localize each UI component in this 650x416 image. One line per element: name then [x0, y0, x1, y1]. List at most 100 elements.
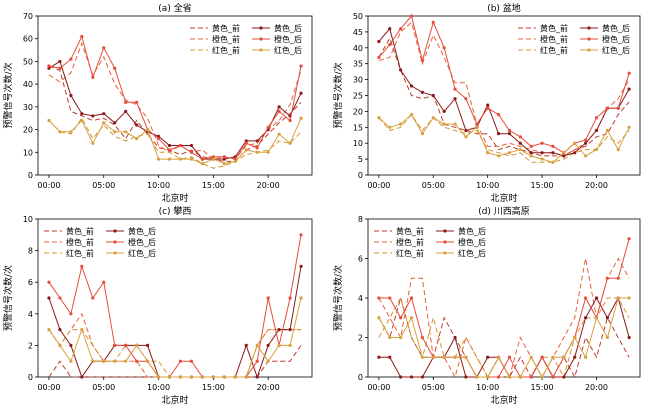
- data-point: [540, 375, 544, 379]
- data-point: [189, 157, 194, 161]
- series-line-黄色_后: [378, 27, 630, 157]
- data-point: [69, 343, 73, 347]
- x-tick-label: 15:00: [202, 181, 225, 190]
- legend-label: 红色_后: [602, 45, 630, 55]
- data-point: [69, 93, 73, 98]
- data-point: [299, 116, 303, 120]
- legend-label: 红色_前: [396, 248, 424, 258]
- data-point: [69, 359, 73, 363]
- y-tick-label: 2: [28, 341, 33, 350]
- data-point: [91, 359, 95, 363]
- y-tick-label: 10: [23, 148, 33, 157]
- legend-label: 红色_前: [540, 45, 568, 55]
- data-point: [529, 375, 533, 379]
- y-tick-label: 10: [353, 139, 363, 148]
- data-point: [102, 112, 106, 116]
- data-point: [255, 139, 259, 143]
- data-point: [453, 122, 457, 126]
- series-line-红色_后: [378, 113, 630, 163]
- data-point: [244, 375, 248, 379]
- data-point: [453, 87, 457, 91]
- data-point: [562, 154, 566, 158]
- data-point: [486, 151, 490, 155]
- data-point: [518, 141, 522, 145]
- data-point: [573, 141, 577, 145]
- data-point: [102, 46, 106, 50]
- data-point: [442, 122, 446, 126]
- data-point: [551, 355, 555, 359]
- chart-title: (d) 川西高原: [478, 205, 530, 217]
- data-point: [135, 359, 139, 363]
- data-point: [47, 66, 51, 70]
- data-point: [211, 157, 215, 161]
- legend-label: 黄色_后: [602, 23, 630, 33]
- data-point: [288, 343, 292, 347]
- data-point: [453, 355, 457, 359]
- data-point: [47, 296, 51, 300]
- data-point: [409, 375, 414, 379]
- data-point: [431, 355, 435, 359]
- data-point: [255, 150, 259, 154]
- legend-label: 红色_后: [458, 248, 486, 258]
- data-point: [58, 343, 62, 347]
- series-line-橙色_后: [48, 34, 302, 160]
- data-point: [113, 359, 117, 363]
- legend-label: 黄色_前: [212, 23, 240, 33]
- data-point: [255, 343, 259, 347]
- data-point: [442, 109, 446, 113]
- data-point: [551, 151, 555, 155]
- series-line-黄色_前: [378, 37, 630, 157]
- data-point: [399, 316, 403, 320]
- y-tick-label: 60: [23, 35, 33, 44]
- data-point: [399, 122, 403, 126]
- legend-label: 黄色_后: [458, 226, 486, 236]
- data-point: [442, 355, 446, 359]
- chart-panel-1: (a) 全省 00:00 05:00 10:00 15:00 20:00 0 10 20 30 40…: [2, 2, 313, 204]
- data-point: [464, 97, 468, 101]
- data-point: [529, 144, 533, 148]
- data-point: [146, 127, 150, 132]
- series-line-橙色_后: [378, 238, 630, 379]
- data-point: [58, 66, 62, 70]
- data-point: [299, 264, 303, 268]
- data-point: [277, 343, 281, 347]
- y-tick-label: 20: [353, 107, 363, 116]
- data-point: [211, 375, 215, 379]
- data-point: [178, 157, 183, 161]
- data-point: [91, 114, 95, 118]
- data-point: [496, 132, 501, 136]
- y-axis-label: 预警信号次数/次: [332, 62, 344, 128]
- legend-marker: [113, 229, 117, 233]
- data-point: [627, 335, 631, 340]
- data-point: [409, 14, 414, 18]
- data-point: [69, 312, 73, 316]
- data-point: [420, 375, 424, 379]
- data-point: [475, 125, 479, 129]
- x-tick-label: 00:00: [37, 181, 60, 190]
- data-point: [80, 34, 84, 39]
- data-point: [58, 328, 62, 332]
- data-point: [409, 84, 414, 88]
- y-tick-label: 30: [23, 103, 33, 112]
- data-point: [627, 125, 631, 129]
- x-tick-label: 00:00: [37, 383, 60, 392]
- data-point: [518, 135, 522, 139]
- data-point: [266, 296, 270, 300]
- data-point: [431, 93, 435, 98]
- data-point: [529, 151, 533, 155]
- data-point: [486, 375, 490, 379]
- data-point: [222, 155, 226, 159]
- data-point: [584, 355, 588, 359]
- data-point: [200, 157, 204, 161]
- series-line-红色_前: [48, 329, 301, 378]
- data-point: [80, 112, 84, 116]
- series-line-红色_后: [48, 297, 302, 378]
- y-tick-label: 6: [28, 278, 33, 287]
- data-point: [80, 118, 84, 123]
- data-point: [266, 359, 270, 363]
- legend-label: 黄色_前: [396, 226, 424, 236]
- data-point: [551, 160, 555, 164]
- data-point: [266, 150, 270, 154]
- data-point: [616, 276, 620, 280]
- data-point: [616, 296, 620, 300]
